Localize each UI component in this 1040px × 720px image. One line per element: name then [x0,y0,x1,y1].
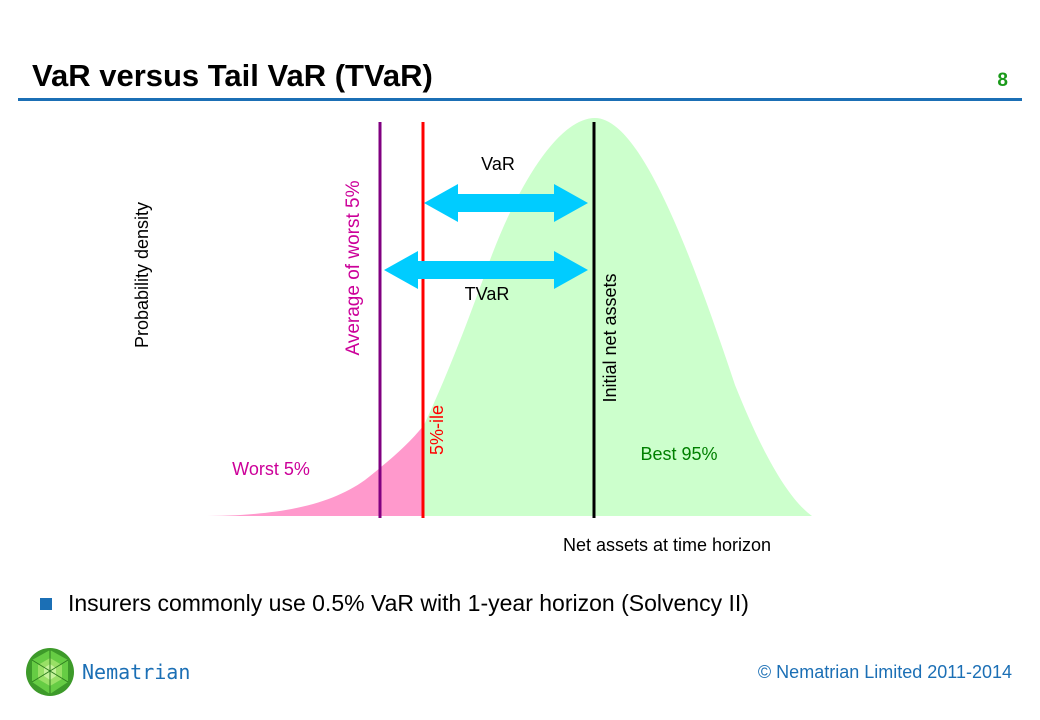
best-95-label: Best 95% [640,444,717,464]
percentile-label: 5%-ile [427,405,447,455]
bullet-marker [40,597,52,610]
copyright-text: © Nematrian Limited 2011-2014 [757,662,1012,682]
initial-net-assets-label: Initial net assets [600,273,620,402]
bullet-item: Insurers commonly use 0.5% VaR with 1-ye… [40,590,749,617]
y-axis-label: Probability density [132,202,152,348]
var-label: VaR [481,154,515,174]
tvar-arrow [384,251,588,289]
x-axis-label: Net assets at time horizon [563,535,771,555]
title-divider [18,98,1022,101]
nematrian-logo-icon [26,648,74,696]
brand-name: Nematrian [82,660,191,684]
slide-title: VaR versus Tail VaR (TVaR) [32,58,433,93]
bullet-text: Insurers commonly use 0.5% VaR with 1-ye… [68,590,749,616]
worst-5-region [200,425,424,516]
var-arrow [424,184,588,222]
best-95-region [424,118,812,516]
tvar-label: TVaR [465,284,510,304]
slide-number: 8 [997,70,1008,91]
worst-5-label: Worst 5% [232,459,310,479]
average-worst-label: Average of worst 5% [343,180,364,355]
